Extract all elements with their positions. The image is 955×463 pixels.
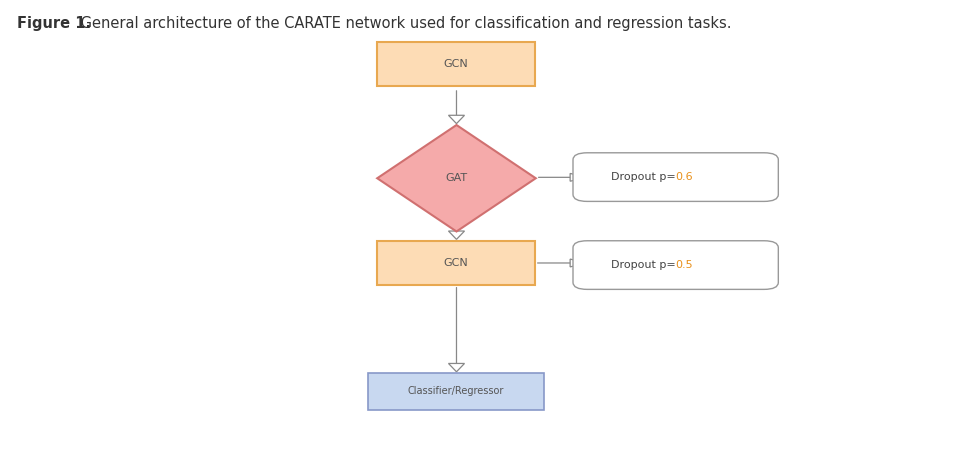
Text: Dropout p=: Dropout p= [611,172,676,182]
Polygon shape [449,231,464,239]
Text: Classifier/Regressor: Classifier/Regressor [408,386,504,396]
Text: General architecture of the CARATE network used for classification and regressio: General architecture of the CARATE netwo… [76,16,732,31]
Text: Dropout p=: Dropout p= [611,260,676,270]
Text: 0.6: 0.6 [676,172,693,182]
Polygon shape [449,363,464,372]
Text: GCN: GCN [444,59,468,69]
Text: 0.5: 0.5 [676,260,693,270]
FancyBboxPatch shape [573,153,778,201]
FancyBboxPatch shape [377,42,535,86]
Text: GCN: GCN [444,258,468,268]
Polygon shape [570,259,587,267]
FancyBboxPatch shape [377,241,535,285]
FancyBboxPatch shape [368,373,544,410]
Polygon shape [570,174,587,181]
Polygon shape [449,115,464,124]
Text: Figure 1.: Figure 1. [17,16,92,31]
FancyBboxPatch shape [573,241,778,289]
Text: GAT: GAT [445,173,468,183]
Polygon shape [377,125,536,232]
